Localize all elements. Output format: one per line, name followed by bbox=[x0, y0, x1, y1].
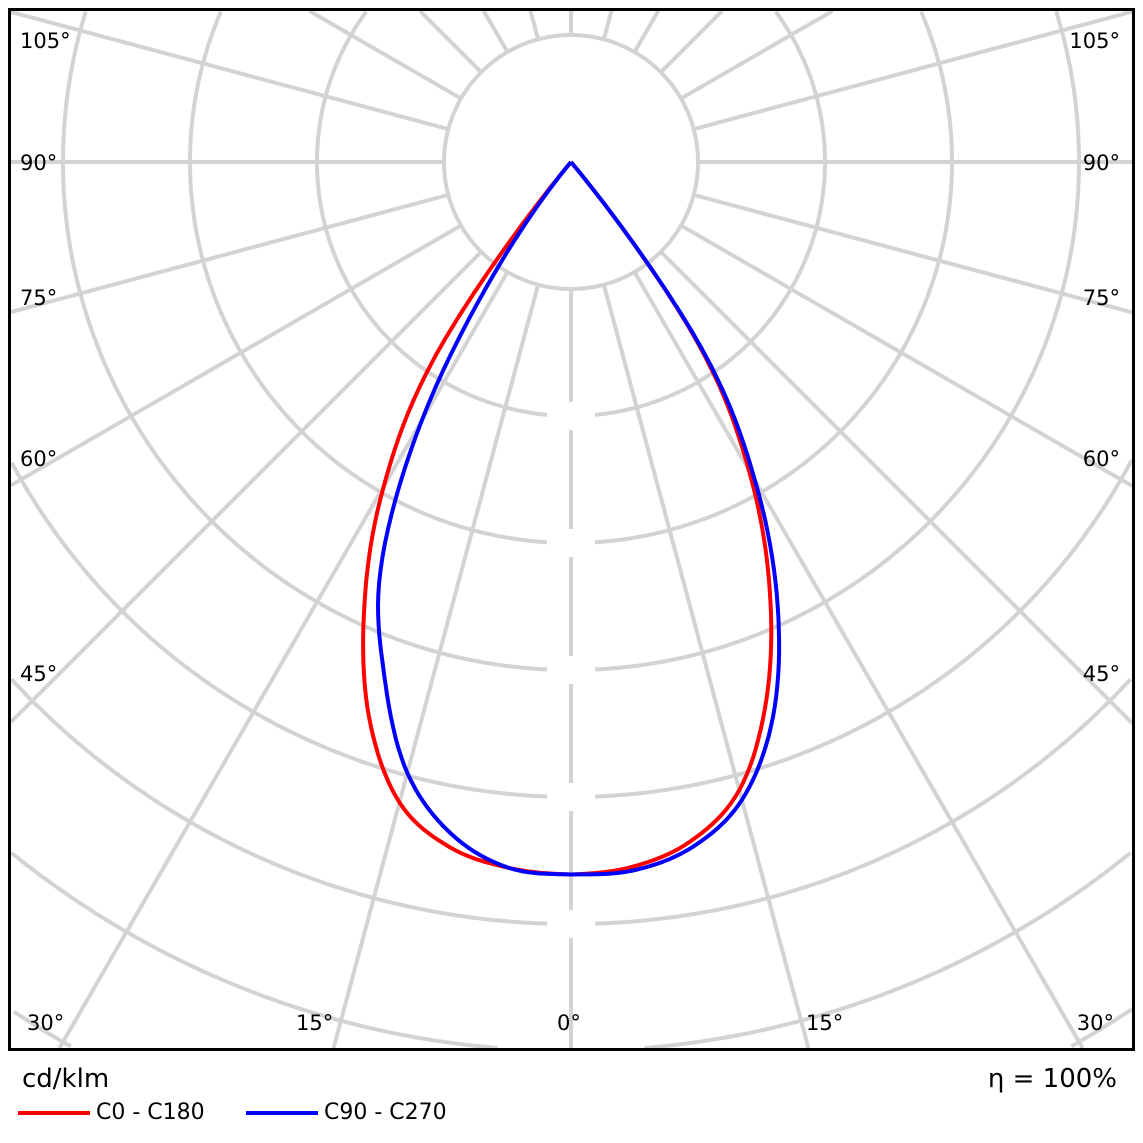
radial-label-box bbox=[547, 529, 595, 557]
angle-label-left-60: 60° bbox=[20, 447, 57, 471]
angle-spoke bbox=[693, 192, 1133, 315]
angle-label-left-30: 30° bbox=[27, 1011, 64, 1035]
angle-labels: 105° 90° 75° 60° 45° 30° 15° 0° 15° 105°… bbox=[20, 29, 1120, 1035]
angle-label-bottom-0: 0° bbox=[557, 1011, 581, 1035]
legend-label: C90 - C270 bbox=[324, 1100, 447, 1125]
angle-spoke bbox=[308, 9, 463, 101]
angle-spoke bbox=[601, 10, 614, 40]
angle-spoke bbox=[482, 9, 510, 54]
radial-ring bbox=[315, 10, 827, 418]
legend-item-c0-c180: C0 - C180 bbox=[18, 1100, 205, 1125]
unit-label: cd/klm bbox=[22, 1064, 110, 1094]
angle-label-right-90: 90° bbox=[1083, 151, 1120, 175]
angle-spoke bbox=[601, 284, 811, 1049]
angle-spoke bbox=[679, 9, 834, 101]
angle-spoke bbox=[528, 10, 541, 40]
angle-label-right-45: 45° bbox=[1083, 662, 1120, 686]
polar-grid bbox=[9, 9, 1134, 1050]
angle-spoke bbox=[632, 270, 1085, 1050]
radial-ring bbox=[9, 459, 1134, 799]
angle-label-left-90: 90° bbox=[20, 151, 57, 175]
radial-ring bbox=[10, 851, 1132, 1050]
radial-ring bbox=[12, 1007, 1133, 1049]
series-curve-c90-c270 bbox=[376, 160, 782, 877]
radial-ring bbox=[61, 10, 1081, 672]
radial-ring bbox=[188, 10, 954, 545]
angle-spoke bbox=[9, 223, 463, 488]
angle-label-left-105: 105° bbox=[20, 29, 71, 53]
legend-swatch-red bbox=[18, 1110, 90, 1115]
angle-spoke bbox=[679, 223, 1133, 488]
angle-spoke bbox=[659, 9, 724, 74]
angle-spoke bbox=[9, 250, 483, 724]
angle-label-bottom-15-left: 15° bbox=[296, 1011, 333, 1035]
angle-label-bottom-15-right: 15° bbox=[806, 1011, 843, 1035]
chart-frame bbox=[8, 8, 1135, 1051]
radial-label-box bbox=[547, 783, 595, 811]
efficiency-label: η = 100% bbox=[987, 1064, 1117, 1094]
radial-ring bbox=[442, 33, 700, 291]
angle-spoke bbox=[659, 250, 1134, 725]
angle-spoke bbox=[632, 10, 660, 54]
angle-label-right-75: 75° bbox=[1083, 286, 1120, 310]
angle-spoke bbox=[693, 9, 1133, 132]
radial-label-box bbox=[547, 402, 595, 430]
legend-swatch-blue bbox=[246, 1110, 318, 1115]
angle-spoke bbox=[57, 270, 510, 1050]
angle-spoke bbox=[418, 9, 483, 74]
legend-label: C0 - C180 bbox=[96, 1100, 205, 1125]
angle-spoke bbox=[10, 192, 449, 314]
angle-spoke bbox=[331, 284, 541, 1049]
curves bbox=[361, 160, 782, 877]
radial-label-box bbox=[547, 656, 595, 684]
angle-label-right-30: 30° bbox=[1077, 1011, 1114, 1035]
angle-label-right-60: 60° bbox=[1083, 447, 1120, 471]
radial-label-box bbox=[547, 910, 595, 938]
angle-spoke bbox=[10, 10, 449, 132]
angle-label-left-45: 45° bbox=[20, 662, 57, 686]
radial-ring bbox=[9, 677, 1133, 926]
legend-item-c90-c270: C90 - C270 bbox=[246, 1100, 447, 1125]
angle-label-left-75: 75° bbox=[20, 286, 57, 310]
angle-label-right-105: 105° bbox=[1069, 29, 1120, 53]
